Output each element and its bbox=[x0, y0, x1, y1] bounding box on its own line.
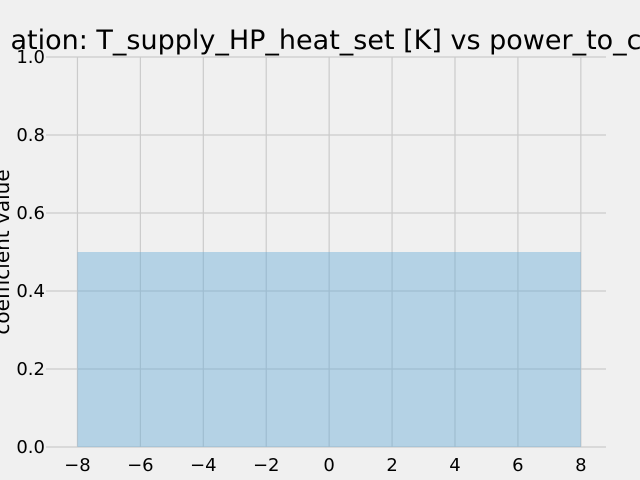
x-tick-label: −8 bbox=[64, 455, 91, 476]
y-tick-label: 0.6 bbox=[16, 203, 45, 224]
x-axis: −8 −6 −4 −2 0 2 4 6 8 bbox=[64, 455, 586, 476]
x-tick-label: −6 bbox=[127, 455, 154, 476]
y-axis: 0.0 0.2 0.4 0.6 0.8 1.0 bbox=[16, 47, 45, 458]
x-tick-label: 0 bbox=[323, 455, 334, 476]
y-tick-label: 1.0 bbox=[16, 47, 45, 68]
x-tick-label: −4 bbox=[190, 455, 217, 476]
y-tick-label: 0.0 bbox=[16, 437, 45, 458]
area-layer bbox=[77, 252, 581, 447]
y-tick-label: 0.8 bbox=[16, 125, 45, 146]
x-tick-label: 2 bbox=[386, 455, 397, 476]
y-axis-label: coefficient value bbox=[0, 169, 14, 334]
x-tick-label: 8 bbox=[575, 455, 586, 476]
x-tick-label: −2 bbox=[253, 455, 280, 476]
chart-title: ation: T_supply_HP_heat_set [K] vs power… bbox=[10, 25, 640, 56]
grid bbox=[46, 56, 606, 448]
x-tick-label: 6 bbox=[512, 455, 523, 476]
x-tick-label: 4 bbox=[449, 455, 460, 476]
y-tick-label: 0.2 bbox=[16, 359, 45, 380]
area-fill bbox=[77, 252, 581, 447]
y-tick-label: 0.4 bbox=[16, 281, 45, 302]
